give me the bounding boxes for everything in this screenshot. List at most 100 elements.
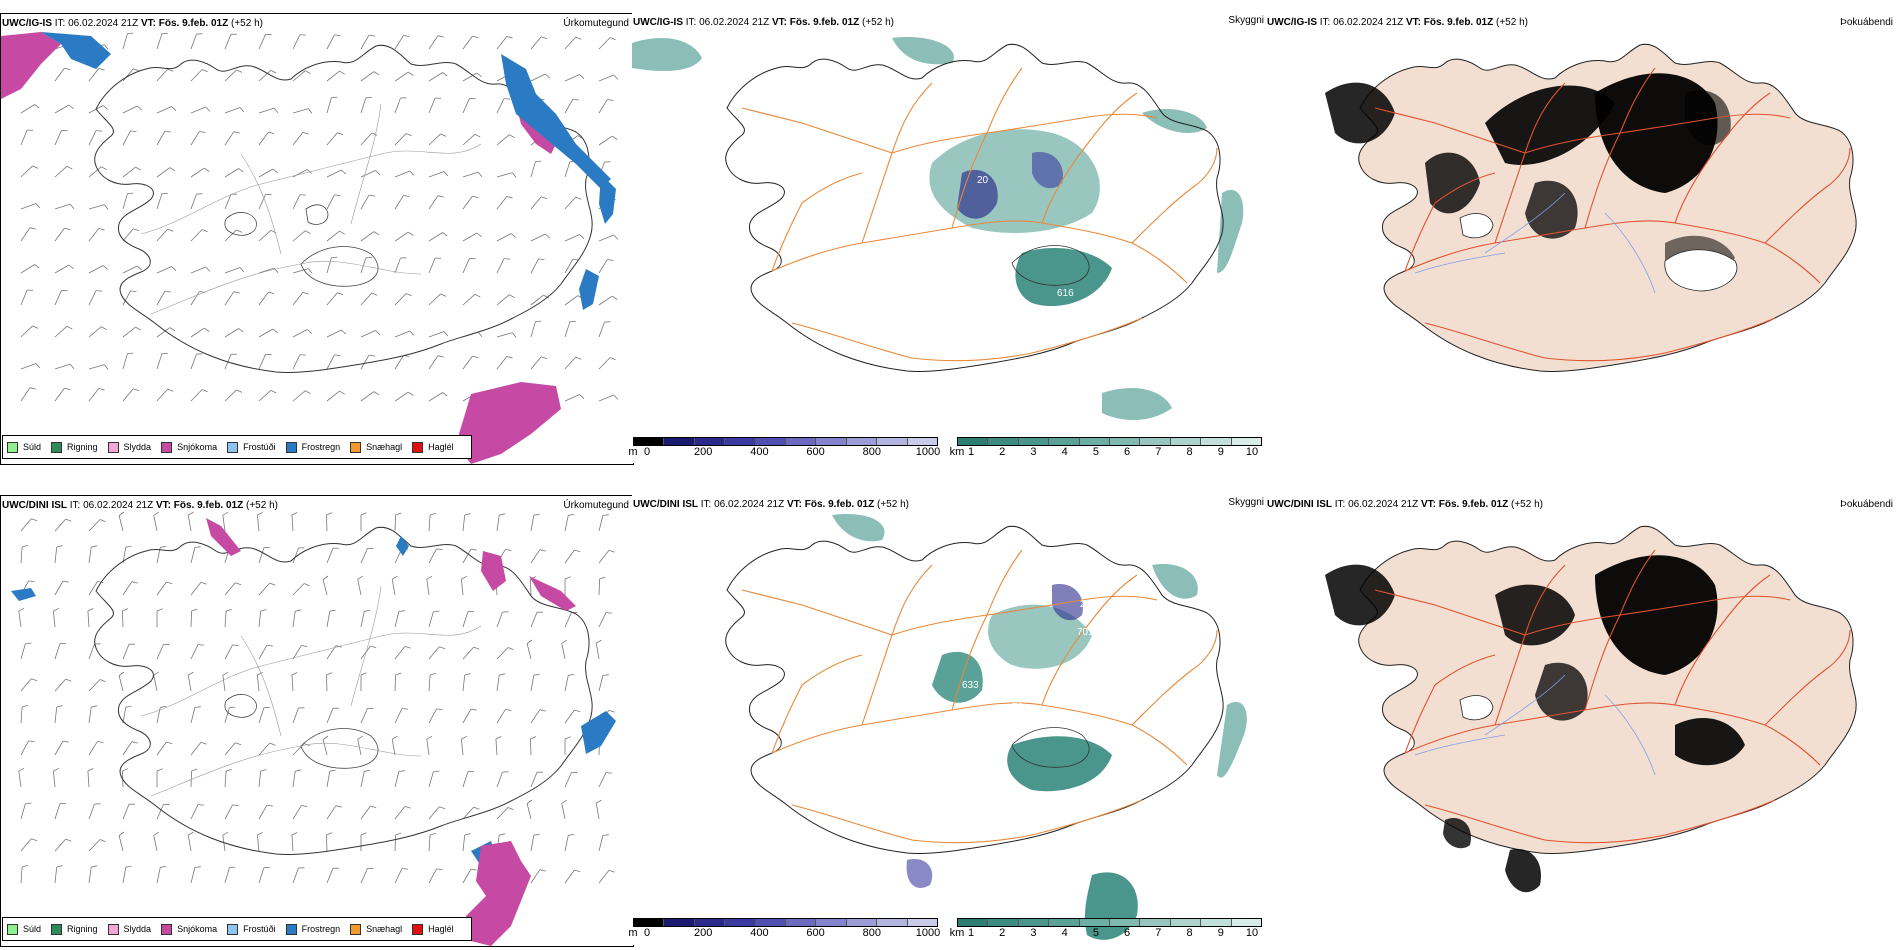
wind-barb-flag xyxy=(436,548,443,550)
legend-swatch xyxy=(285,441,297,453)
wind-barb xyxy=(122,707,127,724)
wind-barb-flag xyxy=(164,290,171,293)
wind-barb-flag xyxy=(476,72,482,78)
cloud-base-label: 616 xyxy=(1057,288,1074,299)
wind-barb xyxy=(54,203,71,210)
wind-barb-flag xyxy=(104,204,109,210)
wind-barb xyxy=(291,834,294,852)
wind-barb xyxy=(224,389,237,402)
wind-barb xyxy=(54,580,64,596)
wind-barb-flag xyxy=(357,735,363,740)
wind-barb xyxy=(326,708,334,724)
wind-barb xyxy=(54,166,68,178)
cloud-base-label: 29 xyxy=(1080,599,1092,610)
vt-value: Fös. 9.feb. 01Z xyxy=(173,500,244,511)
snow-area xyxy=(1,32,61,99)
wind-barb xyxy=(122,228,134,242)
wind-barb xyxy=(428,868,437,884)
wind-barb-flag xyxy=(299,194,307,196)
wind-barb xyxy=(595,643,600,660)
wind-barb-flag xyxy=(35,203,41,209)
legend-swatch xyxy=(7,441,18,453)
wind-barb-flag xyxy=(574,869,581,872)
wind-barb xyxy=(156,388,168,402)
wind-barb xyxy=(530,258,539,274)
wind-barb xyxy=(428,611,434,628)
wind-barb xyxy=(292,707,299,724)
wind-barb-flag xyxy=(470,548,477,551)
wind-barb-flag xyxy=(167,68,174,72)
wind-barb-flag xyxy=(391,575,398,580)
wind-barb-flag xyxy=(239,267,245,273)
wind-barb xyxy=(88,326,102,338)
wind-barb-flag xyxy=(194,706,201,708)
wind-barb xyxy=(564,295,579,306)
colorbar-cells xyxy=(633,437,938,446)
wind-barb xyxy=(595,803,600,820)
colorbar-cell xyxy=(786,438,817,445)
legend-swatch xyxy=(227,441,239,453)
legend-swatch xyxy=(285,923,297,935)
panel-header: UWC/IG-IS IT: 06.02.2024 21Z VT: Fös. 9.… xyxy=(633,17,894,28)
freezing-rain-area xyxy=(41,32,111,69)
wind-barb-flag xyxy=(229,706,236,708)
visibility-area xyxy=(988,604,1092,669)
wind-barb xyxy=(187,675,192,692)
wind-barb xyxy=(428,806,440,820)
wind-barb xyxy=(428,98,436,114)
wind-barb xyxy=(190,291,200,306)
wind-barb-flag xyxy=(472,195,479,198)
wind-barb xyxy=(360,611,365,628)
wind-barb xyxy=(153,675,158,692)
wind-barb-flag xyxy=(69,203,75,209)
wind-barb xyxy=(156,867,161,884)
wind-barb xyxy=(190,389,203,402)
wind-barb xyxy=(564,835,569,852)
product-title: Þokuábendi xyxy=(1840,17,1893,28)
wind-barb-flag xyxy=(68,264,74,270)
wind-barb-flag xyxy=(613,234,619,240)
wind-barb-flag xyxy=(191,768,198,772)
wind-barb xyxy=(122,290,131,306)
wind-barb-flag xyxy=(605,772,613,774)
legend-item: Snjókoma xyxy=(161,923,217,935)
colorbar-tick: 2 xyxy=(999,927,1006,939)
wind-barb-flag xyxy=(56,705,63,708)
wind-barb xyxy=(428,258,436,274)
wind-barb-flag xyxy=(408,391,414,396)
snow-area xyxy=(206,518,241,556)
wind-barb-flag xyxy=(506,196,513,199)
wind-barb xyxy=(394,391,409,402)
wind-barb-flag xyxy=(505,709,512,711)
it-value: 06.02.2024 21Z xyxy=(83,500,154,511)
colorbar-tick: 200 xyxy=(694,446,713,458)
it-label: IT: xyxy=(1319,17,1331,28)
wind-barb-flag xyxy=(561,639,567,644)
wind-barb-flag xyxy=(191,608,198,612)
colorbar-tick: 6 xyxy=(1124,927,1131,939)
wind-barb xyxy=(20,130,28,146)
wind-barb xyxy=(258,267,275,274)
wind-barb xyxy=(462,171,479,178)
wind-barb-flag xyxy=(127,352,134,354)
wind-barb-flag xyxy=(409,170,415,176)
wind-barb xyxy=(156,266,172,274)
wind-barb-flag xyxy=(436,868,443,870)
wind-barb xyxy=(20,643,26,660)
wind-barb xyxy=(394,806,406,820)
wind-barb-flag xyxy=(257,511,263,516)
wind-barb xyxy=(20,803,26,820)
wind-barb-flag xyxy=(613,394,619,400)
wind-barb-flag xyxy=(426,575,433,580)
wind-barb xyxy=(561,803,566,820)
wind-barb xyxy=(292,645,302,660)
wind-barb xyxy=(88,204,105,210)
colorbar-cell xyxy=(1110,919,1141,926)
colorbar-cell xyxy=(725,919,756,926)
wind-barb xyxy=(360,71,375,82)
wind-barb-flag xyxy=(21,704,28,708)
wind-barb xyxy=(462,294,476,306)
rivers xyxy=(1414,674,1656,776)
wind-barb-flag xyxy=(607,99,614,101)
